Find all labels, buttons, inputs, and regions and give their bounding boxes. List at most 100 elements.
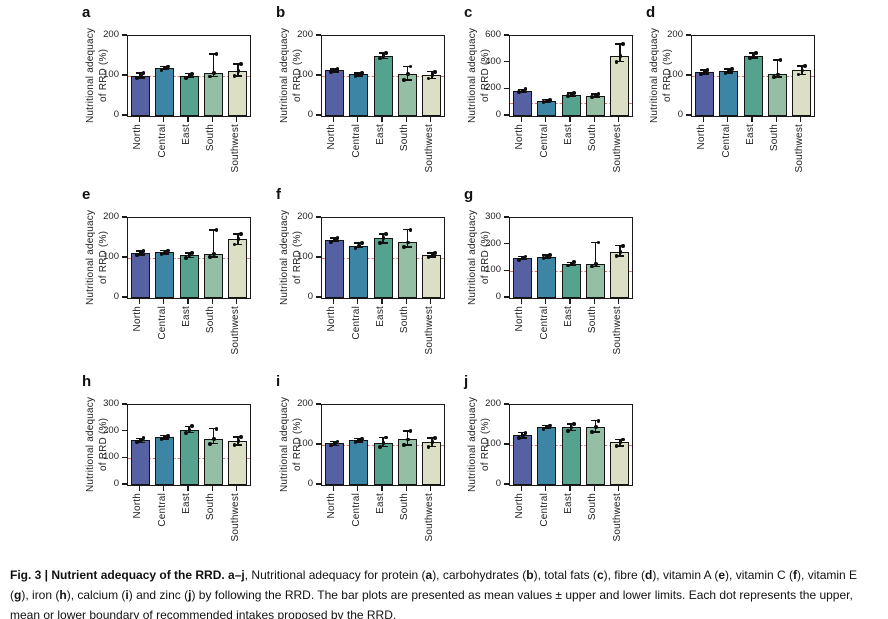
error-cap-low: [233, 243, 243, 246]
data-dot: [408, 227, 413, 232]
data-dot: [705, 68, 710, 72]
data-dot: [138, 251, 143, 256]
error-cap-low: [590, 265, 600, 268]
caption-segment: i: [125, 588, 129, 602]
y-tick-label: 200: [103, 424, 119, 436]
error-cap-high: [329, 440, 339, 443]
error-cap-low: [135, 254, 145, 256]
error-bar: [776, 60, 779, 77]
x-tick-mark: [520, 485, 522, 491]
data-dot: [141, 249, 146, 254]
data-dot: [214, 426, 219, 431]
data-dot: [621, 42, 625, 46]
bar-southwest: [228, 239, 248, 298]
x-tick-mark: [702, 116, 704, 122]
error-bar: [619, 44, 621, 62]
y-tick-label: 100: [297, 438, 313, 449]
x-tick-label: East: [375, 124, 386, 145]
data-dot: [596, 418, 601, 423]
y-tick-mark: [316, 256, 321, 258]
plot-area: [691, 35, 815, 117]
data-dot: [214, 52, 219, 56]
error-cap-high: [354, 242, 364, 244]
y-tick-mark: [122, 216, 127, 218]
figure-caption: Fig. 3 | Nutrient adequacy of the RRD. a…: [10, 565, 872, 619]
caption-segment: iron (: [28, 588, 60, 602]
error-cap-high: [748, 52, 758, 54]
data-dot: [523, 87, 528, 92]
x-tick-label: Southwest: [611, 124, 623, 173]
data-dot: [159, 67, 164, 72]
bar-north: [130, 253, 150, 298]
data-dot: [141, 436, 146, 441]
caption-segment: ) by following the RRD. The bar plots ar…: [10, 588, 853, 619]
caption-segment: ), vitamin C (: [725, 568, 794, 582]
x-tick-mark: [593, 485, 596, 491]
y-tick-mark: [316, 74, 321, 76]
bar-central: [349, 245, 369, 298]
error-cap-low: [566, 429, 576, 432]
x-tick-label: East: [181, 124, 192, 145]
bar-north: [324, 70, 344, 116]
data-dot: [402, 78, 407, 82]
error-cap-high: [378, 52, 388, 54]
data-dot: [594, 424, 598, 429]
y-tick-mark: [686, 74, 691, 76]
bar-central: [155, 68, 175, 116]
caption-segment: f: [793, 568, 798, 582]
bar-north: [324, 443, 344, 485]
data-dot: [430, 72, 435, 77]
caption-segment: ), total fats (: [533, 568, 597, 582]
data-dot: [138, 438, 143, 443]
bar-central: [155, 252, 175, 298]
data-dot: [214, 228, 219, 232]
data-dot: [239, 232, 243, 236]
bar-north: [130, 440, 150, 485]
x-tick-mark: [405, 485, 408, 491]
y-tick-label: 600: [485, 29, 501, 40]
error-cap-low: [797, 73, 807, 76]
panel-letter-b: b: [276, 4, 286, 21]
data-dot: [772, 74, 777, 79]
y-tick-label: 0: [495, 109, 501, 120]
data-dot: [426, 255, 431, 260]
x-tick-mark: [138, 298, 140, 304]
x-tick-label: North: [132, 306, 144, 332]
data-dot: [135, 253, 139, 258]
data-dot: [614, 444, 619, 449]
error-cap-high: [208, 53, 218, 55]
data-dot: [729, 66, 734, 71]
x-tick-label: East: [181, 306, 192, 327]
y-tick-label: 0: [113, 109, 119, 120]
data-dot: [565, 263, 570, 268]
x-tick-label: Southwest: [611, 306, 623, 355]
data-dot: [208, 441, 213, 446]
x-tick-label: Central: [538, 124, 550, 158]
error-cap-high: [402, 65, 412, 68]
error-cap-high: [233, 436, 243, 438]
x-tick-label: North: [132, 124, 144, 150]
error-cap-high: [615, 43, 625, 45]
y-tick-label: 0: [113, 478, 119, 489]
data-dot: [408, 429, 413, 433]
bar-central: [349, 440, 369, 485]
error-cap-low: [184, 431, 194, 434]
y-tick-label: 200: [297, 398, 313, 409]
error-cap-low: [724, 72, 734, 74]
data-dot: [590, 264, 595, 269]
data-dot: [357, 438, 362, 443]
y-tick-label: 100: [667, 69, 683, 80]
bar-central: [537, 100, 557, 116]
data-dot: [335, 439, 340, 444]
y-tick-mark: [686, 34, 691, 36]
error-cap-high: [590, 241, 600, 244]
plot-area: [127, 217, 251, 299]
data-dot: [163, 250, 168, 255]
x-tick-mark: [520, 116, 522, 122]
plot-area: [127, 404, 251, 486]
x-tick-label: East: [181, 493, 192, 514]
data-dot: [232, 242, 237, 247]
error-cap-low: [615, 60, 625, 63]
caption-segment: ), carbohydrates (: [432, 568, 527, 582]
